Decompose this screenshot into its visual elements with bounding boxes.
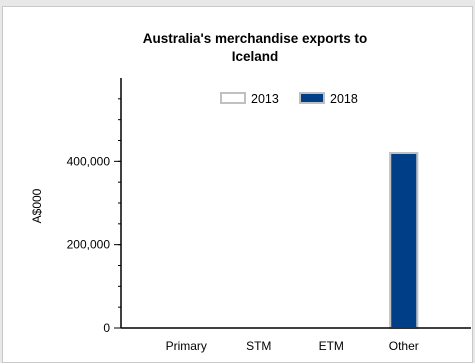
y-axis-label: A$000 bbox=[30, 188, 44, 223]
y-ticks-group: 0 200,000 400,000 bbox=[67, 154, 111, 335]
y-tick-label: 0 bbox=[103, 321, 110, 335]
x-tick-label: ETM bbox=[319, 339, 344, 353]
axes-group bbox=[114, 78, 471, 329]
y-tick-label: 400,000 bbox=[67, 154, 111, 168]
x-tick-label: Primary bbox=[166, 339, 207, 353]
legend: 2013 2018 bbox=[220, 92, 358, 106]
legend-label-2013: 2013 bbox=[251, 92, 279, 106]
chart-title-line1: Australia's merchandise exports to bbox=[143, 31, 368, 46]
bar-2018-other bbox=[389, 152, 419, 329]
legend-swatch-2013 bbox=[220, 92, 246, 104]
y-tick-label: 200,000 bbox=[67, 238, 111, 252]
chart-title-line2: Iceland bbox=[232, 49, 279, 64]
x-ticks-group: Primary STM ETM Other bbox=[166, 339, 419, 353]
x-tick-label: Other bbox=[389, 339, 419, 353]
x-tick-label: STM bbox=[246, 339, 271, 353]
legend-swatch-2018 bbox=[299, 92, 325, 104]
legend-label-2018: 2018 bbox=[330, 92, 358, 106]
bars-group bbox=[389, 152, 419, 329]
